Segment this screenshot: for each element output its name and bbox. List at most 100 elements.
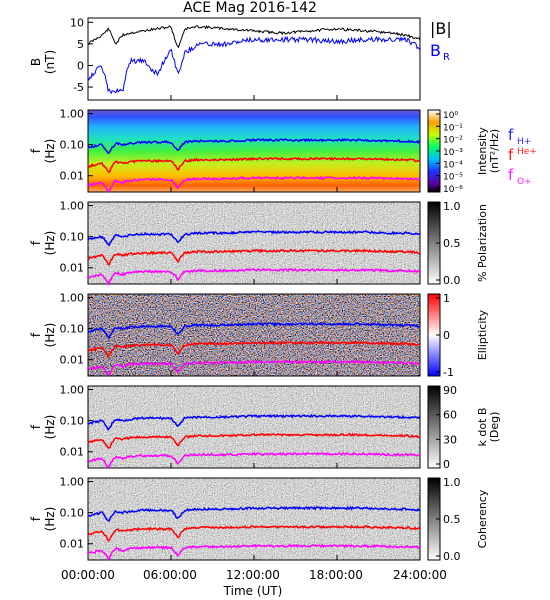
series-f_Hplus — [87, 137, 421, 155]
panel-intensity-spectrogram — [88, 110, 420, 192]
freq-ytick-label: 0.10 — [60, 507, 85, 520]
colorbar-label: k dot B — [476, 408, 489, 447]
series-f_Heplus — [87, 156, 421, 174]
x-tick-label-4: 24:00:00 — [393, 568, 447, 582]
freq-yunit: (Hz) — [43, 323, 57, 348]
chart-title: ACE Mag 2016-142 — [183, 0, 317, 16]
mag-ylabel: B — [29, 58, 43, 66]
colorbar-tick-label: 0.5 — [443, 237, 461, 250]
series-f_Oplus — [87, 451, 421, 469]
colorbar-tick-label: -1 — [443, 366, 454, 379]
x-axis: 00:00:00 06:00:00 12:00:00 18:00:00 24:0… — [61, 568, 447, 598]
panel-kdotb: 1.00 0.10 0.01 f (Hz) 90 60 30 0 k dot B (Deg) — [29, 384, 501, 471]
freq-ytick-label: 0.01 — [60, 354, 85, 367]
freq-ylabel: f — [29, 516, 43, 521]
series-b-total — [88, 25, 421, 49]
series-f_Hplus — [87, 413, 421, 431]
series-f_Oplus — [87, 175, 421, 193]
freq-ylabel: f — [29, 332, 43, 337]
colorbar-tick-label: 0.5 — [443, 513, 461, 526]
freq-ylabel: f — [29, 240, 43, 245]
colorbar-kdotb — [427, 385, 441, 469]
legend-f-sub-0: H+ — [517, 137, 531, 147]
panel-mag-frame — [87, 17, 421, 101]
freq-ytick-label: 1.00 — [60, 292, 85, 305]
x-tick-label-1: 06:00:00 — [143, 568, 197, 582]
series-f_Heplus — [87, 248, 421, 267]
legend-f-1: f — [508, 146, 514, 164]
freq-ytick-label: 1.00 — [60, 384, 85, 397]
colorbar-label: % Polarization — [476, 204, 489, 282]
x-tick-label-0: 00:00:00 — [61, 568, 115, 582]
freq-ytick-label: 0.01 — [60, 446, 85, 459]
colorbar-tick-label: 10⁰ — [443, 111, 458, 121]
colorbar-tick-label: 10⁻¹ — [443, 123, 463, 133]
x-tick-label-3: 18:00:00 — [309, 568, 363, 582]
freq-yunit: (Hz) — [43, 139, 57, 164]
series-f_Heplus — [87, 340, 421, 359]
freq-yunit: (Hz) — [43, 231, 57, 256]
legend-f-sub-2: O+ — [517, 177, 532, 187]
colorbar-tick-label: 60 — [443, 409, 457, 422]
panel-coherency: 1.00 0.10 0.01 f (Hz) 1.0 0.5 0.0 Coherency — [29, 476, 489, 563]
panel-ellipticity: 1.00 0.10 0.01 f (Hz) 1 0 -1 Ellipticity — [29, 292, 489, 379]
colorbar-label: Ellipticity — [476, 309, 489, 360]
colorbar-tick-label: 30 — [443, 433, 457, 446]
series-f_Oplus — [87, 359, 421, 376]
mag-ytick-label: -5 — [73, 81, 84, 94]
colorbar-tick-label: 10⁻² — [443, 136, 463, 146]
legend-f-2: f — [508, 166, 514, 184]
x-axis-label: Time (UT) — [223, 584, 283, 598]
panel-polarization: 1.00 0.10 0.01 f (Hz) 1.0 0.5 0.0 % Polarization — [29, 200, 489, 287]
freq-ytick-label: 1.00 — [60, 476, 85, 489]
panel-intensity: 1.00 0.10 0.01 f (Hz) 10⁰ 10⁻¹ 10⁻² 10⁻³ 10⁻⁴ 10⁻⁵… — [29, 108, 501, 195]
colorbar-tick-label: 0.0 — [443, 550, 461, 563]
mag-ytick-label: 0 — [77, 59, 84, 72]
mag-ytick-label: 5 — [77, 38, 84, 51]
mag-ytick-label: 10 — [70, 16, 84, 29]
freq-ytick-label: 0.01 — [60, 538, 85, 551]
freq-ylabel: f — [29, 424, 43, 429]
series-f_Oplus — [87, 543, 421, 562]
freq-ytick-label: 0.01 — [60, 262, 85, 275]
freq-ytick-label: 1.00 — [60, 200, 85, 213]
series-f_Hplus — [87, 505, 421, 523]
series-f_Hplus — [87, 229, 421, 247]
colorbar-tick-label: 10⁻³ — [443, 148, 463, 158]
legend-f-sub-1: He+ — [517, 147, 537, 157]
colorbar-tick-label: 0.0 — [443, 274, 461, 287]
x-tick-label-2: 12:00:00 — [226, 568, 280, 582]
freq-yunit: (Hz) — [43, 415, 57, 440]
colorbar-label: Intensity — [476, 127, 489, 175]
colorbar-tick-label: 10⁻⁶ — [443, 185, 463, 195]
legend-b-r: B — [430, 41, 441, 60]
colorbar-tick-label: 1 — [443, 292, 450, 305]
freq-ytick-label: 0.10 — [60, 139, 85, 152]
freq-ytick-label: 1.00 — [60, 108, 85, 121]
colorbar-tick-label: 90 — [443, 384, 457, 397]
colorbar-tick-label: 10⁻⁴ — [443, 160, 463, 170]
colorbar-tick-label: 10⁻⁵ — [443, 173, 463, 183]
freq-ytick-label: 0.10 — [60, 415, 85, 428]
series-f_Oplus — [87, 267, 421, 287]
colorbar-tick-label: 1.0 — [443, 200, 461, 213]
freq-ytick-label: 0.10 — [60, 231, 85, 244]
colorbar-tick-label: 1.0 — [443, 476, 461, 489]
freq-legend: f H+f He+f O+ — [508, 126, 537, 187]
colorbar-label: Coherency — [476, 489, 489, 548]
mag-yunit: (nT) — [43, 50, 57, 74]
freq-ylabel: f — [29, 148, 43, 153]
legend-b-total: |B| — [430, 19, 452, 38]
colorbar-unit: (Deg) — [488, 412, 501, 443]
colorbar-unit: (nT²/Hz) — [488, 129, 501, 173]
series-f_Hplus — [87, 321, 421, 340]
colorbar-tick-label: 0 — [443, 329, 450, 342]
freq-ytick-label: 0.10 — [60, 323, 85, 336]
series-f_Heplus — [87, 432, 421, 449]
legend-f-0: f — [508, 126, 514, 144]
series-f_Heplus — [87, 524, 421, 542]
colorbar-tick-label: 0 — [443, 458, 450, 471]
